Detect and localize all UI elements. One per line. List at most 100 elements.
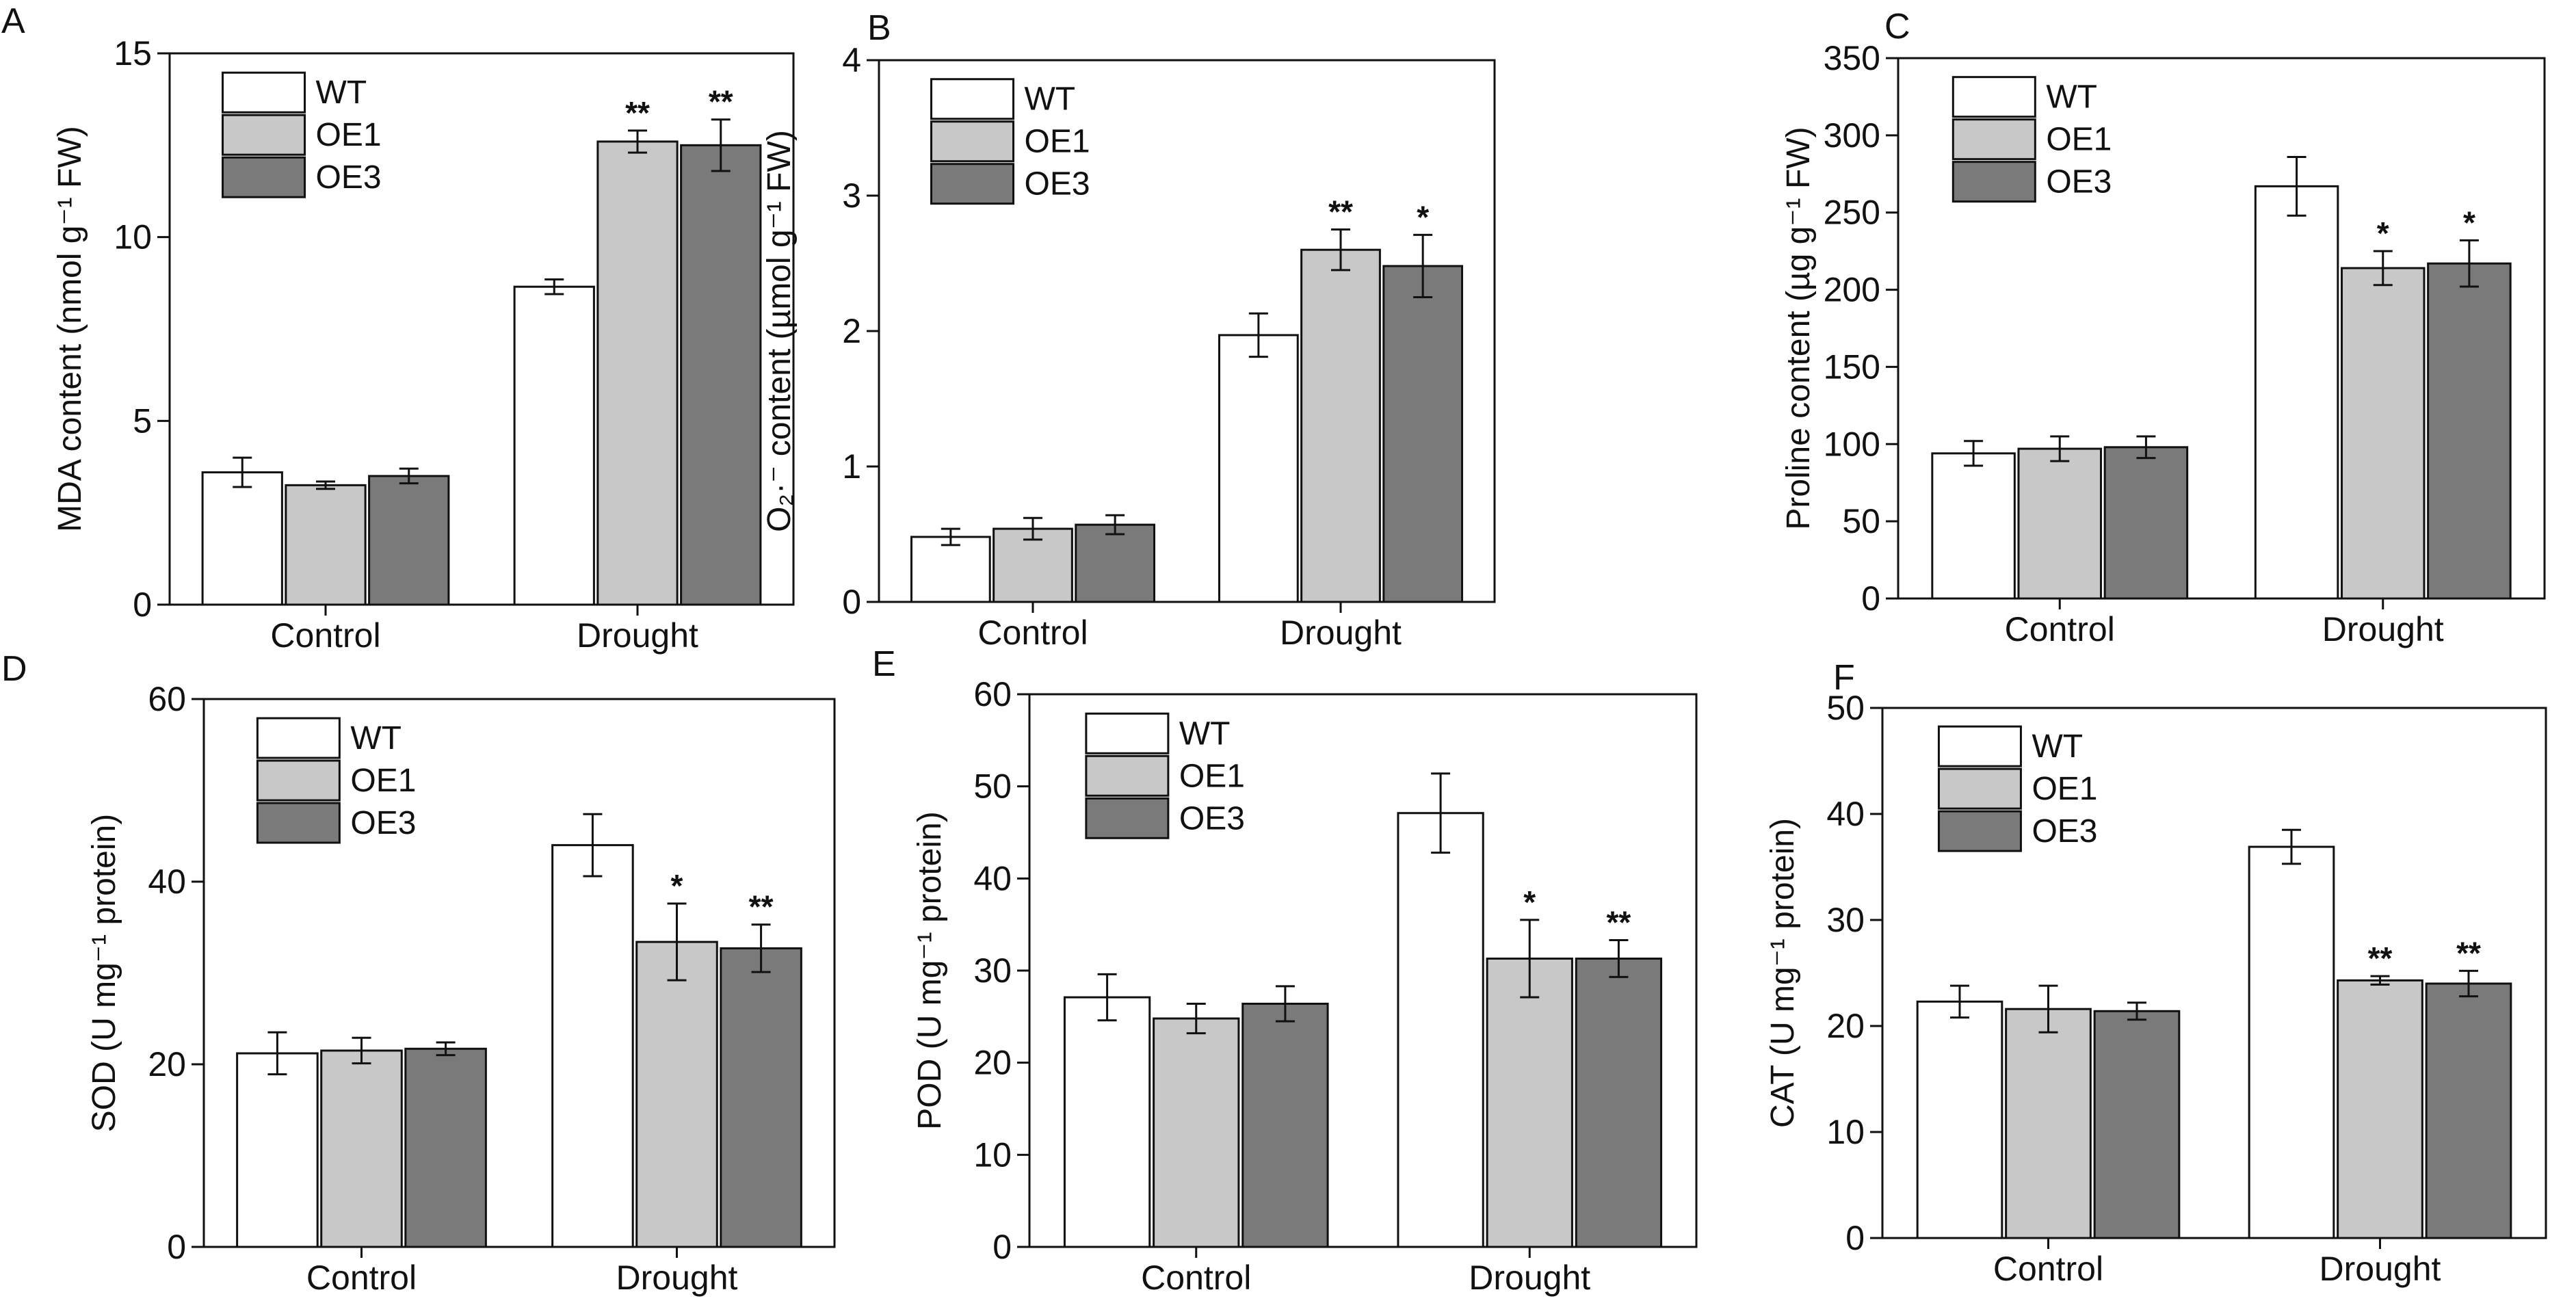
legend-label-wt: WT (350, 720, 402, 756)
bar-oe1-control (2017, 447, 2102, 600)
y-axis-label: MDA content (nmol g⁻¹ FW) (52, 126, 88, 531)
bar-oe3-control (1241, 1002, 1329, 1248)
bar-wt-drought (513, 285, 595, 606)
y-tick-label: 4 (842, 41, 861, 79)
x-tick-label: Drought (577, 616, 698, 655)
legend-swatch-oe1 (1085, 754, 1170, 797)
y-tick-label: 40 (973, 859, 1012, 897)
legend-swatch-oe3 (256, 802, 341, 844)
bar-oe1-drought (1486, 957, 1573, 1248)
bar-oe1-drought (2337, 979, 2423, 1239)
y-axis-label: POD (U mg⁻¹ protein) (912, 811, 948, 1129)
bar-oe3-control (1075, 523, 1156, 603)
x-tick-label: Drought (1469, 1259, 1590, 1297)
bar-oe3-control (404, 1047, 487, 1248)
legend-swatch-oe3 (1085, 797, 1170, 839)
bar-oe1-control (993, 527, 1073, 603)
bar-wt-control (201, 471, 283, 606)
y-tick-label: 10 (1826, 1113, 1865, 1151)
legend-swatch-oe3 (930, 163, 1014, 205)
y-tick-label: 10 (114, 218, 152, 256)
chart-panel-a: A 0 5 10 15 MDA content (nmol g⁻¹ FW) Control D… (1, 1, 795, 655)
x-tick-label: Drought (1280, 614, 1402, 652)
significance-label: * (2463, 205, 2475, 240)
legend-swatch-oe1 (256, 759, 341, 802)
legend-label-oe1: OE1 (2046, 122, 2112, 158)
legend-swatch-oe1 (222, 114, 306, 156)
panel-label: C (1884, 7, 1910, 47)
legend-swatch-oe3 (1951, 161, 2036, 203)
bar-oe3-control (2093, 1010, 2181, 1239)
significance-label: ** (749, 889, 774, 925)
legend-swatch-wt (1085, 712, 1170, 754)
legend-label-wt: WT (1025, 81, 1076, 118)
x-tick-label: Control (270, 616, 380, 655)
y-tick-label: 30 (1826, 901, 1865, 939)
bar-wt-drought (2248, 845, 2335, 1239)
bar-oe1-control (285, 484, 367, 606)
x-tick-label: Control (1993, 1250, 2103, 1288)
significance-label: ** (1328, 194, 1353, 230)
chart-panel-d: D 0 20 40 60 SOD (U mg⁻¹ protein) Control Droug… (1, 649, 836, 1297)
legend-swatch-wt (256, 717, 341, 759)
plot-frame (202, 698, 836, 1248)
bar-wt-control (1931, 452, 2016, 600)
y-tick-label: 10 (973, 1135, 1012, 1174)
legend-label-oe3: OE3 (2032, 813, 2097, 850)
bar-oe3-drought (1382, 265, 1464, 603)
bar-oe1-drought (635, 940, 718, 1248)
legend-label-oe3: OE3 (316, 159, 382, 196)
bar-wt-drought (1397, 812, 1484, 1248)
bar-oe1-drought (2341, 267, 2426, 600)
x-tick-label: Control (306, 1259, 417, 1297)
y-tick-label: 50 (973, 767, 1012, 806)
panel-label: E (872, 644, 896, 684)
x-tick-label: Control (1141, 1259, 1251, 1297)
y-tick-label: 50 (1826, 689, 1865, 727)
panel-label: B (867, 8, 891, 48)
y-tick-label: 2 (842, 312, 861, 350)
chart-panel-b: B 0 1 2 3 4 O₂·⁻ content (µmol g⁻¹ FW) Control D… (761, 8, 1496, 652)
y-tick-label: 3 (842, 176, 861, 215)
chart-panel-c: C 0 50 100 150 200 250 300 350 Proline content (µ… (1780, 7, 2546, 648)
y-tick-label: 30 (973, 951, 1012, 990)
bar-oe3-control (2103, 446, 2189, 600)
bar-wt-drought (2254, 185, 2339, 600)
significance-label: * (671, 868, 683, 904)
y-tick-label: 40 (1826, 795, 1865, 833)
significance-label: ** (625, 95, 650, 131)
legend-label-oe3: OE3 (2046, 164, 2112, 200)
bar-oe3-drought (1575, 957, 1663, 1248)
x-tick-label: Drought (616, 1259, 738, 1297)
y-tick-label: 0 (842, 583, 861, 621)
bar-oe1-drought (1300, 248, 1381, 603)
bar-wt-drought (551, 844, 634, 1248)
y-axis-label: SOD (U mg⁻¹ protein) (86, 814, 122, 1132)
bar-wt-control (1916, 1000, 2003, 1239)
legend-label-wt: WT (2032, 728, 2083, 765)
y-tick-label: 20 (148, 1045, 186, 1083)
chart-panel-e: E 0 10 20 30 40 50 60 POD (U mg⁻¹ protein) Contro… (872, 644, 1698, 1297)
plot-frame (168, 52, 795, 606)
bar-oe3-drought (680, 144, 762, 606)
legend-label-oe3: OE3 (1179, 800, 1245, 837)
bar-oe3-drought (2427, 262, 2512, 600)
x-tick-label: Drought (2319, 1250, 2441, 1288)
bar-wt-control (1063, 996, 1151, 1248)
legend-swatch-oe1 (930, 120, 1014, 163)
significance-label: * (1417, 199, 1429, 235)
panel-label: A (1, 1, 25, 41)
bar-wt-control (910, 536, 991, 603)
y-tick-label: 0 (1845, 1219, 1865, 1257)
significance-label: * (1523, 884, 1536, 920)
bar-oe3-control (368, 475, 450, 606)
bar-oe1-drought (596, 140, 679, 606)
y-tick-label: 0 (1861, 579, 1880, 618)
significance-label: * (2377, 215, 2389, 251)
legend-label-oe1: OE1 (1025, 124, 1090, 160)
significance-label: ** (709, 84, 733, 120)
legend-swatch-oe1 (1951, 118, 2036, 161)
y-tick-label: 50 (1842, 502, 1880, 540)
bar-oe3-drought (720, 947, 802, 1248)
